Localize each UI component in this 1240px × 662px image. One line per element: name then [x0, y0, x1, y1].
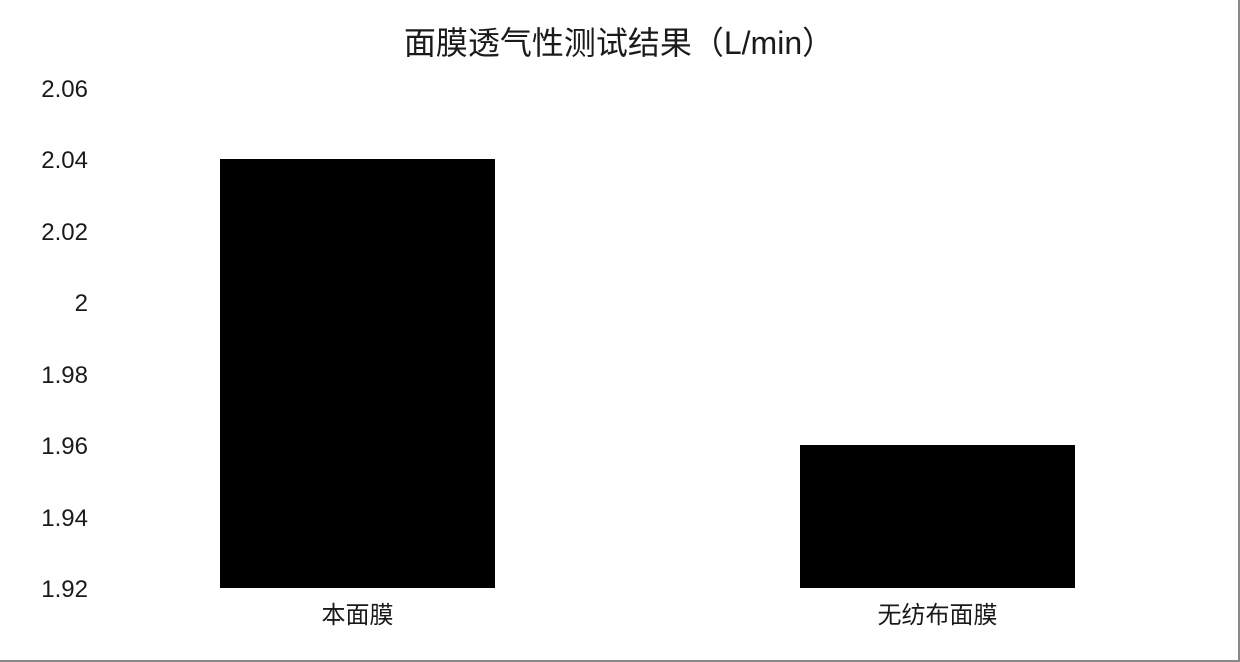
y-tick-label: 2.06 [8, 76, 88, 104]
chart-container: 面膜透气性测试结果（L/min） 1.92 1.94 1.96 1.98 2 2.02 2.… [0, 0, 1240, 662]
x-tick-label: 本面膜 [322, 595, 394, 630]
y-tick-label: 1.94 [8, 505, 88, 533]
y-tick-label: 1.92 [8, 576, 88, 604]
y-tick-label: 2 [8, 290, 88, 318]
chart-title: 面膜透气性测试结果（L/min） [0, 18, 1238, 64]
y-tick-label: 1.96 [8, 433, 88, 461]
y-tick-label: 1.98 [8, 362, 88, 390]
y-tick-label: 2.04 [8, 147, 88, 175]
bar [220, 159, 495, 588]
x-tick-label: 无纺布面膜 [878, 595, 998, 630]
y-tick-label: 2.02 [8, 219, 88, 247]
bar [800, 445, 1075, 588]
